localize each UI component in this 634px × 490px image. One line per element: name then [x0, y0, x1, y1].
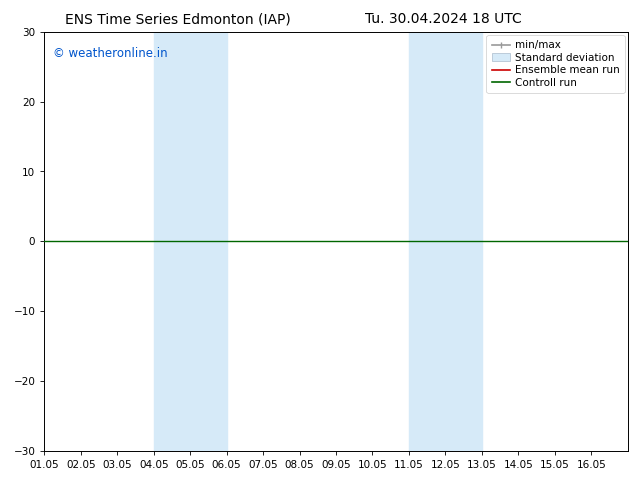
Legend: min/max, Standard deviation, Ensemble mean run, Controll run: min/max, Standard deviation, Ensemble me… [486, 35, 624, 93]
Text: © weatheronline.in: © weatheronline.in [53, 47, 168, 59]
Text: Tu. 30.04.2024 18 UTC: Tu. 30.04.2024 18 UTC [365, 12, 522, 26]
Bar [153, 32, 227, 451]
Bar [409, 32, 482, 451]
Text: ENS Time Series Edmonton (IAP): ENS Time Series Edmonton (IAP) [65, 12, 290, 26]
